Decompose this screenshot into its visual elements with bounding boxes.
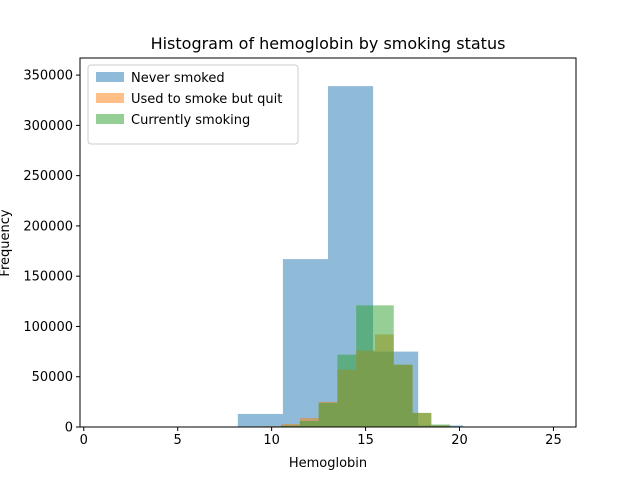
histogram-bar [318,402,338,427]
legend-label: Never smoked [131,71,225,86]
y-axis-label: Frequency [0,209,13,276]
x-tick-label: 10 [263,433,280,448]
x-tick-label: 15 [357,433,374,448]
chart-title: Histogram of hemoglobin by smoking statu… [151,34,506,53]
legend: Never smoked Used to smoke but quit Curren… [87,64,299,145]
legend-label: Currently smoking [131,113,250,128]
legend-frame [87,64,299,145]
histogram-bar [281,425,300,427]
y-tick-label: 350000 [23,69,73,84]
x-tick-label: 25 [545,433,562,448]
x-tick-label: 0 [80,433,88,448]
histogram-bar [299,420,319,427]
legend-swatch [96,72,124,82]
histogram-bar [356,305,375,427]
legend-label: Used to smoke but quit [131,92,282,107]
y-tick-label: 100000 [23,320,73,335]
legend-swatch [96,114,124,124]
x-axis: 0 5 10 15 20 25 [80,427,562,448]
x-axis-label: Hemoglobin [289,456,367,471]
y-tick-label: 0 [65,421,73,436]
legend-swatch [96,93,124,103]
plot-frame [79,57,577,428]
y-tick-label: 150000 [23,270,73,285]
bars-layer [192,86,469,427]
histogram-bar [337,354,357,427]
x-tick-label: 5 [174,433,182,448]
histogram-bar [282,259,328,427]
x-tick-label: 20 [451,433,468,448]
y-tick-label: 50000 [32,370,73,385]
histogram-bar [393,364,413,427]
y-tick-label: 300000 [23,119,73,134]
histogram-bar [374,305,394,427]
histogram-bar [237,413,283,427]
histogram-bar [412,412,432,427]
y-axis: 0 50000 100000 150000 200000 250000 300000 3500… [23,69,80,436]
histogram-bar [431,424,451,427]
y-tick-label: 200000 [23,219,73,234]
y-tick-label: 250000 [23,169,73,184]
